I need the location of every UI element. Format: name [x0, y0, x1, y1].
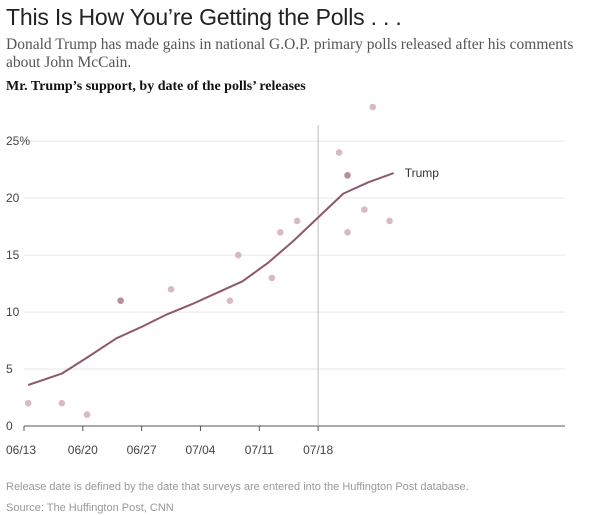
y-tick-label: 15 — [6, 248, 20, 262]
trump-trend-line — [27, 172, 395, 386]
y-tick-label: 0 — [6, 419, 13, 433]
poll-dot — [167, 285, 175, 293]
poll-dot — [276, 229, 284, 236]
poll-dot — [268, 274, 276, 282]
poll-dot — [293, 217, 301, 225]
poll-dot — [24, 399, 32, 407]
trump-support-chart: 0 5 10 15 20 25% 06/13 06/20 06/27 07/04 07/11 07/1… — [6, 103, 565, 457]
poll-dot — [344, 229, 351, 236]
y-tick-label: 10 — [6, 305, 20, 319]
y-tick-label: 25% — [6, 134, 30, 148]
chart-note: Release date is defined by the date that… — [6, 481, 469, 493]
poll-dot — [369, 103, 377, 111]
x-tick-label: 06/13 — [6, 443, 36, 457]
headline: This Is How You’re Getting the Polls . .… — [6, 4, 402, 30]
poll-dot — [234, 251, 242, 259]
y-tick-label: 5 — [6, 362, 13, 376]
poll-dot — [58, 399, 66, 407]
chart-subtitle: Mr. Trump’s support, by date of the poll… — [6, 79, 306, 94]
trump-series-label: Trump — [405, 166, 440, 180]
x-tick-label: 07/04 — [185, 443, 215, 457]
poll-dot — [344, 172, 351, 179]
poll-dot — [226, 297, 234, 304]
poll-dot — [386, 217, 393, 225]
x-tick-label: 06/20 — [68, 443, 98, 457]
x-tick-label: 06/27 — [127, 443, 157, 457]
chart-source: Source: The Huffington Post, CNN — [6, 502, 174, 514]
poll-dot — [117, 297, 124, 304]
x-tick-label: 07/18 — [303, 443, 333, 457]
y-tick-label: 20 — [6, 191, 20, 205]
poll-dot — [335, 149, 343, 156]
dek: Donald Trump has made gains in national … — [6, 36, 574, 71]
poll-dot — [361, 206, 368, 213]
x-tick-label: 07/11 — [245, 443, 274, 457]
poll-dot — [83, 411, 91, 418]
